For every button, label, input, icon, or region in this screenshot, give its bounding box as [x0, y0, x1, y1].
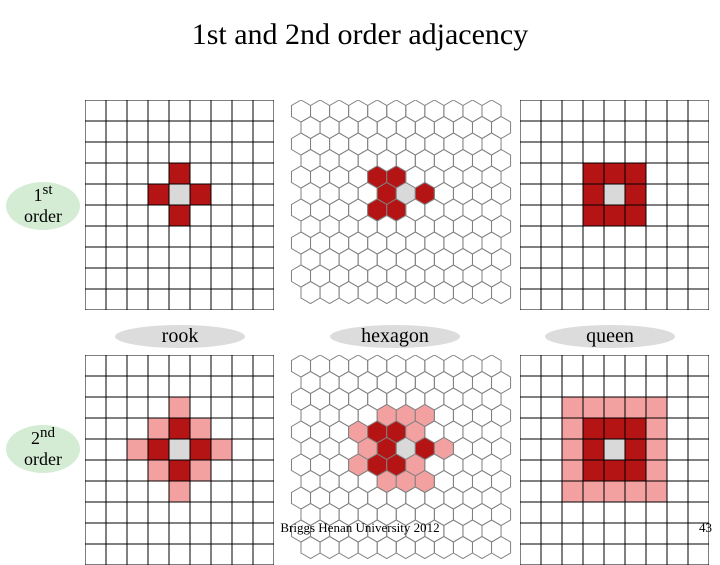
slide-number: 43: [699, 520, 712, 536]
footer-text: Briggs Henan University 2012: [0, 520, 720, 536]
panel-hexagon-1st: [290, 100, 520, 309]
panel-rook-1st: [85, 100, 274, 310]
row-label-1st: 1st order: [6, 182, 80, 230]
panel-queen-1st: [520, 100, 709, 310]
page-title: 1st and 2nd order adjacency: [0, 0, 720, 62]
col-label-queen: queen: [545, 325, 675, 348]
row-label-2nd: 2nd order: [6, 425, 80, 473]
col-label-hexagon: hexagon: [330, 325, 460, 348]
col-label-rook: rook: [115, 325, 245, 348]
